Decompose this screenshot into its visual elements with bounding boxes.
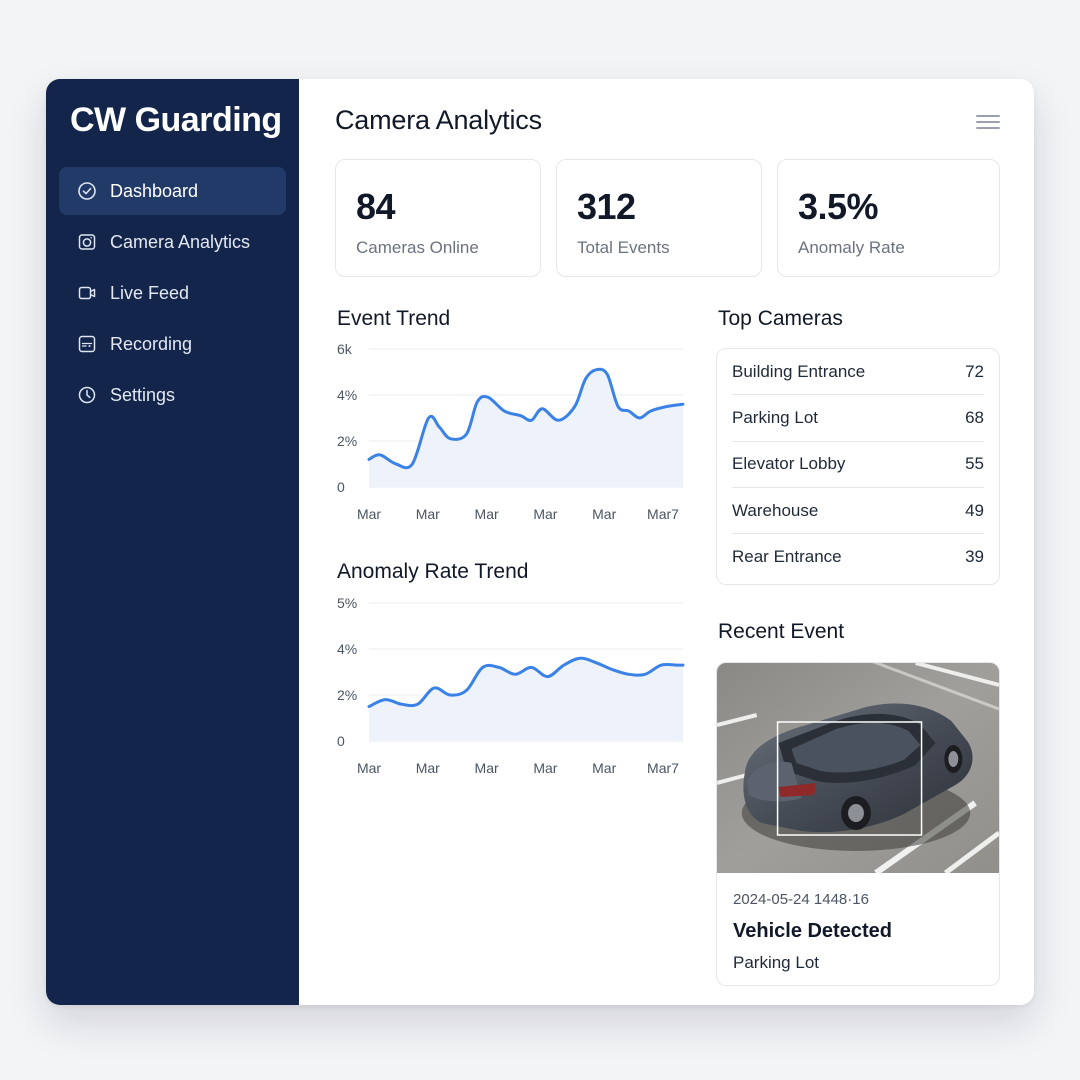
event-timestamp: 2024-05-24 1448·16 <box>733 891 869 908</box>
sidebar-item-label: Settings <box>110 384 176 405</box>
y-tick-label: 0 <box>337 479 345 495</box>
stat-value: 84 <box>356 186 396 227</box>
camera-name: Elevator Lobby <box>732 454 846 474</box>
list-item[interactable]: Building Entrance 72 <box>732 349 984 396</box>
sidebar-item-camera-analytics[interactable]: Camera Analytics <box>59 218 286 266</box>
camera-count: 68 <box>965 407 984 427</box>
sidebar-item-label: Dashboard <box>110 180 199 201</box>
video-icon <box>77 283 97 303</box>
y-tick-label: 2% <box>337 433 357 449</box>
sidebar-item-live-feed[interactable]: Live Feed <box>59 269 286 317</box>
series-area <box>369 369 683 487</box>
stat-label: Cameras Online <box>356 238 479 257</box>
event-location: Parking Lot <box>733 953 819 972</box>
sidebar-item-label: Recording <box>110 333 193 354</box>
camera-name: Rear Entrance <box>732 547 842 567</box>
clock-icon <box>77 385 97 405</box>
event-trend-chart: 0 2% 4% 6k Mar Mar Mar Mar Mar Mar7 <box>337 341 685 522</box>
recent-event-title: Recent Event <box>718 620 845 643</box>
stat-card-anomaly-rate: 3.5% Anomaly Rate <box>777 159 1000 277</box>
list-item[interactable]: Warehouse 49 <box>732 488 984 535</box>
recording-icon <box>77 334 97 354</box>
stat-card-cameras-online: 84 Cameras Online <box>335 159 541 277</box>
sidebar: CW Guarding Dashboard Camera Analytics L… <box>46 79 299 1005</box>
x-tick-label: Mar7 <box>647 760 679 776</box>
page-title: Camera Analytics <box>335 105 542 135</box>
brand-logo: CW Guarding <box>70 101 282 139</box>
x-tick-label: Mar <box>357 506 381 522</box>
stat-label: Anomaly Rate <box>798 238 905 257</box>
y-tick-label: 2% <box>337 687 357 703</box>
check-circle-icon <box>77 181 97 201</box>
sidebar-item-label: Live Feed <box>110 282 190 303</box>
recent-event-card[interactable]: 2024-05-24 1448·16 Vehicle Detected Park… <box>716 662 1000 986</box>
y-tick-label: 4% <box>337 641 357 657</box>
x-tick-label: Mar <box>416 760 440 776</box>
list-item[interactable]: Parking Lot 68 <box>732 395 984 442</box>
sidebar-item-recording[interactable]: Recording <box>59 320 286 368</box>
y-tick-label: 6k <box>337 341 353 357</box>
camera-count: 72 <box>965 361 984 381</box>
camera-icon <box>77 232 97 252</box>
main-content: Camera Analytics 84 Cameras Online 312 T… <box>299 79 1034 1005</box>
top-cameras-title: Top Cameras <box>718 307 843 330</box>
camera-count: 39 <box>965 547 984 567</box>
camera-count: 49 <box>965 500 984 520</box>
camera-name: Warehouse <box>732 500 819 520</box>
stat-card-total-events: 312 Total Events <box>556 159 762 277</box>
series-line <box>367 656 685 708</box>
sidebar-item-label: Camera Analytics <box>110 231 251 252</box>
y-tick-label: 5% <box>337 595 357 611</box>
sidebar-item-settings[interactable]: Settings <box>59 371 286 419</box>
list-item[interactable]: Rear Entrance 39 <box>732 534 984 580</box>
event-trend-title: Event Trend <box>337 307 451 330</box>
x-tick-label: Mar <box>357 760 381 776</box>
hamburger-menu-icon[interactable] <box>976 115 1000 129</box>
camera-name: Parking Lot <box>732 407 818 427</box>
x-tick-label: Mar <box>475 506 499 522</box>
event-snapshot-image <box>717 663 999 873</box>
stats-row: 84 Cameras Online 312 Total Events 3.5% … <box>335 159 1000 277</box>
anomaly-rate-chart: 0 2% 4% 5% Mar Mar Mar Mar Mar Mar7 <box>337 595 685 776</box>
list-item[interactable]: Elevator Lobby 55 <box>732 442 984 488</box>
sidebar-item-dashboard[interactable]: Dashboard <box>59 167 286 215</box>
x-tick-label: Mar7 <box>647 506 679 522</box>
stat-value: 3.5% <box>798 186 879 227</box>
event-type: Vehicle Detected <box>733 920 892 942</box>
x-tick-label: Mar <box>533 506 557 522</box>
app-window: CW Guarding Dashboard Camera Analytics L… <box>46 79 1034 1005</box>
series-area <box>369 658 683 741</box>
x-tick-label: Mar <box>533 760 557 776</box>
stat-value: 312 <box>577 186 636 227</box>
x-tick-label: Mar <box>592 506 616 522</box>
y-tick-label: 4% <box>337 387 357 403</box>
camera-count: 55 <box>965 454 984 474</box>
x-tick-label: Mar <box>592 760 616 776</box>
camera-name: Building Entrance <box>732 361 866 381</box>
top-cameras-list: Building Entrance 72 Parking Lot 68 Elevat… <box>716 348 1000 585</box>
anomaly-trend-title: Anomaly Rate Trend <box>337 560 529 583</box>
x-tick-label: Mar <box>416 506 440 522</box>
y-tick-label: 0 <box>337 733 345 749</box>
x-tick-label: Mar <box>475 760 499 776</box>
series-line <box>367 367 685 470</box>
stat-label: Total Events <box>577 238 670 257</box>
